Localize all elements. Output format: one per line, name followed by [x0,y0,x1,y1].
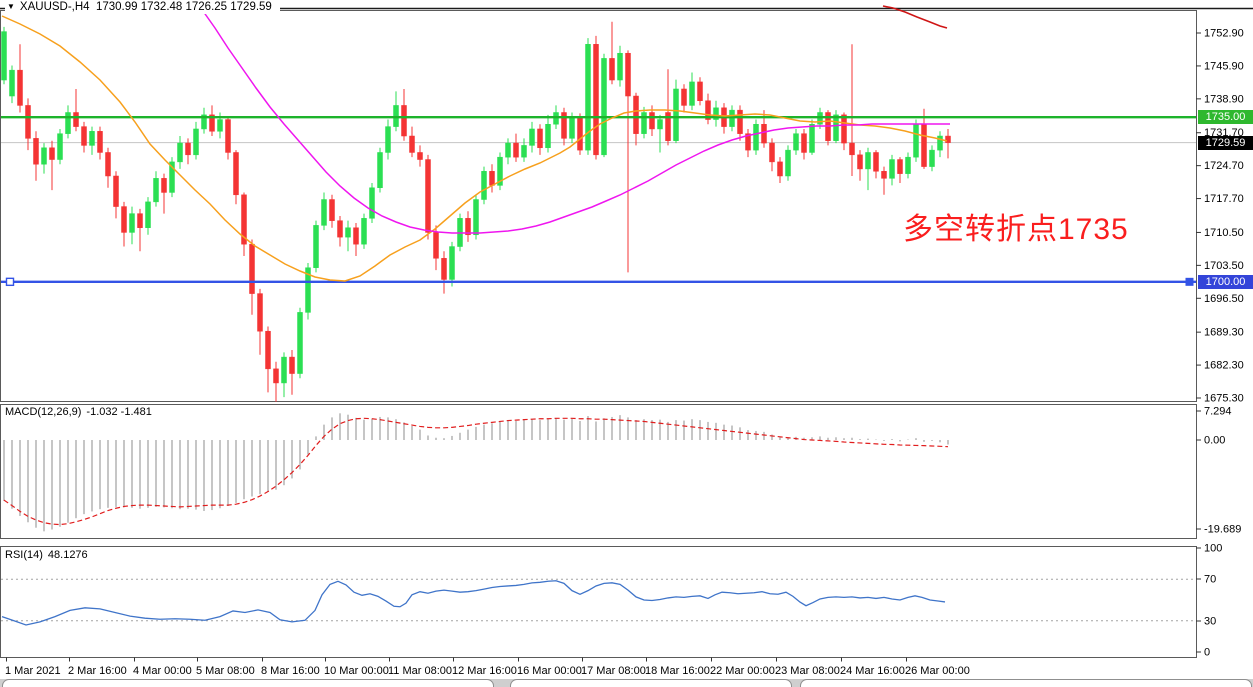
svg-text:7.294: 7.294 [1204,406,1232,418]
svg-text:11 Mar 08:00: 11 Mar 08:00 [388,665,452,677]
rsi-indicator-label: RSI(14) 48.1276 [5,549,88,561]
svg-text:18 Mar 16:00: 18 Mar 16:00 [645,665,710,677]
symbol-timeframe: XAUUSD-,H4 [19,1,90,13]
chart-annotation-text: 多空转折点1735 [903,213,1129,246]
macd-histogram [3,413,949,532]
horizontal-levels[interactable] [1,115,1196,287]
macd-signal-line [3,417,949,526]
price-badge-current: 1729.59 [1198,135,1253,150]
macd-indicator-label: MACD(12,26,9) -1.032 -1.481 [5,406,152,418]
svg-text:30: 30 [1204,616,1216,628]
background-window-edge [2,679,494,687]
svg-text:2 Mar 16:00: 2 Mar 16:00 [68,665,127,677]
background-window-edge [510,679,792,687]
background-windows-strip [0,679,1253,687]
chevron-down-icon[interactable]: ▼ [7,2,15,11]
pane-borders [0,7,1253,658]
svg-text:1752.90: 1752.90 [1204,28,1244,40]
macd-name: MACD(12,26,9) [5,406,82,418]
svg-text:8 Mar 16:00: 8 Mar 16:00 [261,665,320,677]
rsi-levels [1,578,1196,622]
svg-text:4 Mar 00:00: 4 Mar 00:00 [133,665,192,677]
rsi-axis-labels: 100 70 30 0 [1196,543,1222,659]
svg-text:16 Mar 00:00: 16 Mar 00:00 [517,665,582,677]
svg-text:24 Mar 16:00: 24 Mar 16:00 [840,665,905,677]
chart-title: ▼ XAUUSD-,H4 1730.99 1732.48 1726.25 1729… [5,1,280,14]
svg-text:-19.689: -19.689 [1204,524,1241,536]
rsi-value: 48.1276 [47,549,88,561]
candlesticks [1,21,951,402]
svg-text:23 Mar 08:00: 23 Mar 08:00 [775,665,840,677]
ma-fast-orange-line [1,15,948,282]
ohlc-values: 1730.99 1732.48 1726.25 1729.59 [95,1,272,13]
svg-text:22 Mar 00:00: 22 Mar 00:00 [710,665,775,677]
svg-text:100: 100 [1204,543,1222,555]
svg-text:1 Mar 2021: 1 Mar 2021 [5,665,61,677]
svg-text:26 Mar 00:00: 26 Mar 00:00 [905,665,970,677]
svg-text:1682.30: 1682.30 [1204,360,1244,372]
rsi-name: RSI(14) [5,549,43,561]
svg-text:0.00: 0.00 [1204,435,1225,447]
svg-text:1710.50: 1710.50 [1204,227,1244,239]
price-badge-resistance: 1735.00 [1198,110,1253,125]
svg-text:1724.70: 1724.70 [1204,160,1244,172]
time-axis-labels: 1 Mar 2021 2 Mar 16:00 4 Mar 00:00 5 Mar 08… [5,657,970,677]
svg-text:5 Mar 08:00: 5 Mar 08:00 [196,665,255,677]
svg-text:1696.50: 1696.50 [1204,293,1244,305]
red-curve [882,5,948,29]
price-axis-labels: 1752.901745.901738.901731.701724.701717.… [1196,28,1244,405]
svg-text:1675.30: 1675.30 [1204,393,1244,405]
svg-text:17 Mar 08:00: 17 Mar 08:00 [581,665,646,677]
svg-text:1689.30: 1689.30 [1204,327,1244,339]
price-badge-support: 1700.00 [1198,274,1253,289]
svg-text:12 Mar 16:00: 12 Mar 16:00 [452,665,517,677]
svg-text:0: 0 [1204,647,1210,659]
svg-text:1703.50: 1703.50 [1204,260,1244,272]
ma-slow-magenta-line [202,10,950,234]
svg-text:10 Mar 00:00: 10 Mar 00:00 [324,665,389,677]
svg-text:1738.90: 1738.90 [1204,93,1244,105]
macd-axis-labels: 7.294 0.00 -19.689 [1196,406,1241,536]
svg-text:70: 70 [1204,574,1216,586]
svg-text:1745.90: 1745.90 [1204,60,1244,72]
rsi-line [1,580,946,626]
macd-values: -1.032 -1.481 [86,406,152,418]
svg-text:1717.70: 1717.70 [1204,193,1244,205]
background-window-edge [800,679,1252,687]
